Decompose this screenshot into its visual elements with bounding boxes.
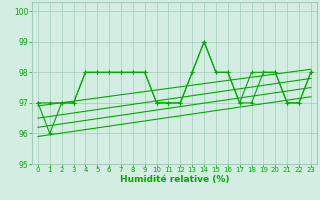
X-axis label: Humidité relative (%): Humidité relative (%) bbox=[120, 175, 229, 184]
